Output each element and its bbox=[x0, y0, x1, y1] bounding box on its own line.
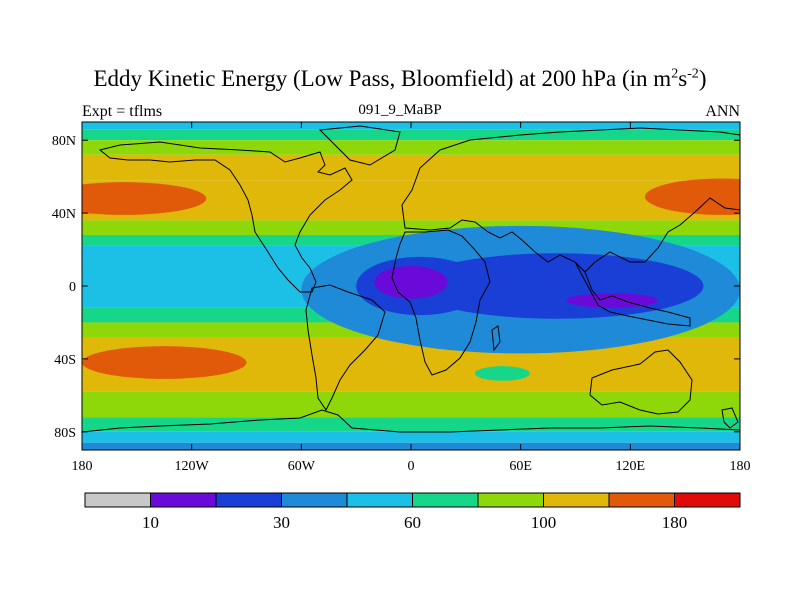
y-tick-label: 40N bbox=[52, 207, 76, 222]
season-label: ANN bbox=[705, 103, 740, 120]
x-tick-label: 0 bbox=[408, 459, 415, 474]
field-region bbox=[474, 366, 530, 381]
band-strip bbox=[82, 431, 740, 443]
colorbar-swatch bbox=[281, 492, 348, 508]
x-tick-label: 180 bbox=[730, 459, 751, 474]
coastline-north-america bbox=[98, 141, 353, 293]
colorbar-label: 10 bbox=[142, 513, 159, 532]
coastline-madagascar bbox=[491, 325, 501, 352]
x-tick-label: 180 bbox=[72, 459, 93, 474]
coastline-africa bbox=[391, 229, 491, 376]
colorbar-swatch bbox=[674, 492, 741, 508]
colorbar-swatch bbox=[412, 492, 479, 508]
title-close: ) bbox=[698, 66, 707, 91]
chart-subtitle: 091_9_MaBP bbox=[358, 102, 442, 118]
field-region bbox=[82, 182, 207, 215]
y-tick-label: 80N bbox=[52, 134, 76, 149]
x-tick-label: 60W bbox=[288, 459, 316, 474]
coastline-australia bbox=[589, 349, 693, 415]
colorbar-label: 180 bbox=[662, 513, 688, 532]
field-region bbox=[374, 265, 448, 299]
x-tick-label: 120E bbox=[616, 459, 646, 474]
y-axis: 80N 40N 0 40S 80S bbox=[52, 134, 740, 441]
colorbar-swatch bbox=[84, 492, 151, 508]
title-m-exponent: 2 bbox=[671, 66, 679, 82]
x-axis: 180 120W 60W 0 60E 120E 180 bbox=[72, 122, 751, 474]
colorbar-label: 100 bbox=[531, 513, 557, 532]
x-tick-label: 60E bbox=[509, 459, 532, 474]
coastline-new-zealand bbox=[721, 407, 739, 429]
band-strip bbox=[82, 417, 740, 432]
band-strip bbox=[82, 154, 740, 181]
title-s-exponent: -2 bbox=[687, 66, 699, 82]
experiment-label: Expt = tflms bbox=[82, 103, 163, 120]
band-strip bbox=[82, 220, 740, 235]
colorbar-label: 30 bbox=[273, 513, 290, 532]
coastline-antarctica bbox=[82, 409, 740, 433]
x-tick-label: 120W bbox=[175, 459, 210, 474]
colorbar-label: 60 bbox=[404, 513, 421, 532]
colorbar-swatch bbox=[346, 492, 413, 508]
band-strip bbox=[82, 129, 740, 141]
band-strip bbox=[82, 391, 740, 418]
title-s-unit: s bbox=[678, 66, 688, 91]
colorbar-swatch bbox=[150, 492, 217, 508]
colorbar-swatch bbox=[215, 492, 282, 508]
field-region bbox=[644, 178, 740, 215]
title-text: Eddy Kinetic Energy (Low Pass, Bloomfiel… bbox=[93, 66, 672, 91]
colorbar-swatch bbox=[543, 492, 610, 508]
coastline-southeast-asia bbox=[574, 261, 691, 327]
colorbar-swatch bbox=[608, 492, 675, 508]
colorbar: 10 30 60 100 180 bbox=[84, 492, 741, 532]
band-strip bbox=[82, 140, 740, 155]
coastlines bbox=[82, 125, 740, 433]
coastline-greenland bbox=[318, 125, 401, 166]
coastline-eurasia bbox=[401, 127, 740, 273]
chart-title: Eddy Kinetic Energy (Low Pass, Bloomfiel… bbox=[0, 66, 800, 92]
colorbar-swatch bbox=[477, 492, 544, 508]
field-region bbox=[566, 293, 658, 308]
y-tick-label: 0 bbox=[69, 280, 76, 295]
y-tick-label: 80S bbox=[54, 426, 76, 441]
coastline-south-america bbox=[305, 284, 386, 411]
field-region bbox=[82, 346, 247, 379]
y-tick-label: 40S bbox=[54, 353, 76, 368]
